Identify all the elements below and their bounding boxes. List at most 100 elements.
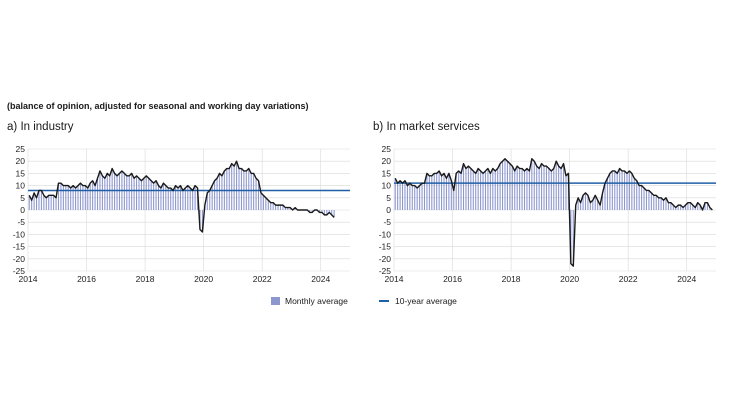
bar-b [441, 175, 443, 210]
bar-a [333, 210, 335, 218]
x-tick-label-b: 2020 [560, 274, 579, 284]
bar-b [445, 178, 447, 210]
bar-b [504, 158, 506, 210]
bar-a [162, 183, 164, 210]
y-tick-label-a: 15 [16, 168, 26, 178]
y-tick-label-a: 5 [20, 193, 25, 203]
bar-a [189, 188, 191, 210]
x-tick-label-b: 2022 [619, 274, 638, 284]
bar-b [560, 168, 562, 210]
bar-b [684, 205, 687, 210]
bar-a [153, 183, 155, 210]
bar-b [558, 166, 560, 210]
bar-b [467, 166, 469, 210]
bar-b [519, 168, 521, 210]
bar-a [262, 195, 264, 210]
bar-a [160, 188, 162, 210]
bar-b [563, 163, 565, 210]
bar-b [609, 173, 611, 210]
chart-subtitle: (balance of opinion, adjusted for season… [7, 101, 309, 111]
bar-b [543, 166, 545, 210]
bar-b [428, 175, 430, 210]
bar-a [96, 178, 99, 210]
y-tick-label-a: -15 [13, 242, 26, 252]
bar-b [689, 202, 691, 210]
bar-a [48, 195, 50, 210]
y-tick-label-b: 0 [386, 205, 391, 215]
bar-a [67, 185, 69, 210]
bar-a [221, 175, 223, 210]
bar-b [670, 202, 672, 210]
bar-b [448, 173, 450, 210]
bar-b [628, 170, 630, 210]
bar-a [53, 195, 55, 210]
bar-b [545, 166, 547, 210]
bar-b [660, 197, 662, 210]
bar-b [399, 180, 401, 210]
bar-b [533, 161, 535, 210]
bar-b [421, 183, 423, 210]
bar-b [623, 170, 626, 210]
x-tick-label-a: 2016 [77, 274, 96, 284]
bar-b [572, 210, 574, 267]
bar-a [145, 175, 147, 210]
bar-a [265, 197, 267, 210]
bar-a [236, 161, 238, 210]
bar-a [284, 207, 286, 210]
bar-a [60, 183, 62, 210]
bar-b [636, 180, 638, 210]
bar-b [680, 205, 682, 210]
bar-b [665, 197, 667, 210]
panel-b-label: b) [373, 121, 384, 133]
bar-a [170, 188, 172, 210]
bar-b [414, 185, 416, 210]
bar-b [655, 195, 657, 210]
y-tick-label-b: -5 [383, 217, 391, 227]
bar-a [270, 202, 272, 210]
bar-b [411, 185, 413, 210]
y-tick-label-a: 25 [16, 144, 26, 154]
bar-b [594, 195, 596, 210]
bar-b [550, 170, 552, 210]
bar-b [619, 168, 621, 210]
x-tick-label-b: 2018 [502, 274, 521, 284]
bar-a [65, 185, 67, 210]
bar-b [423, 183, 426, 210]
bar-a [328, 210, 330, 213]
bar-a [116, 175, 118, 210]
bar-b [614, 170, 616, 210]
bar-b [599, 205, 601, 210]
legend-ten-year-label: 10-year average [395, 296, 457, 306]
bar-b [511, 166, 513, 210]
monthly-line-b [394, 158, 713, 267]
bar-b [587, 195, 589, 210]
bar-b [523, 170, 526, 210]
bar-a [123, 173, 125, 210]
bar-a [33, 192, 35, 210]
panel-a-label: a) [7, 121, 18, 133]
bar-b [555, 161, 557, 210]
bar-b [699, 205, 701, 210]
bar-a [279, 205, 282, 210]
bar-a [114, 173, 116, 210]
bar-a [104, 178, 106, 210]
bar-a [194, 185, 196, 210]
y-tick-label-a: -5 [17, 217, 25, 227]
bar-a [233, 166, 235, 210]
bar-a [126, 175, 128, 210]
bar-b [482, 173, 484, 210]
bar-b [397, 183, 399, 210]
bar-b [394, 178, 396, 210]
bar-b [438, 170, 440, 210]
bar-b [497, 168, 499, 210]
bar-a [326, 210, 328, 215]
bar-b [402, 183, 404, 210]
bar-b [687, 202, 689, 210]
y-tick-label-b: 5 [386, 193, 391, 203]
y-tick-label-b: -20 [379, 254, 392, 264]
y-tick-label-a: -25 [13, 266, 26, 276]
bar-b [677, 205, 679, 210]
panel-a-title: a) In industry [7, 121, 74, 133]
bar-a [260, 192, 262, 210]
